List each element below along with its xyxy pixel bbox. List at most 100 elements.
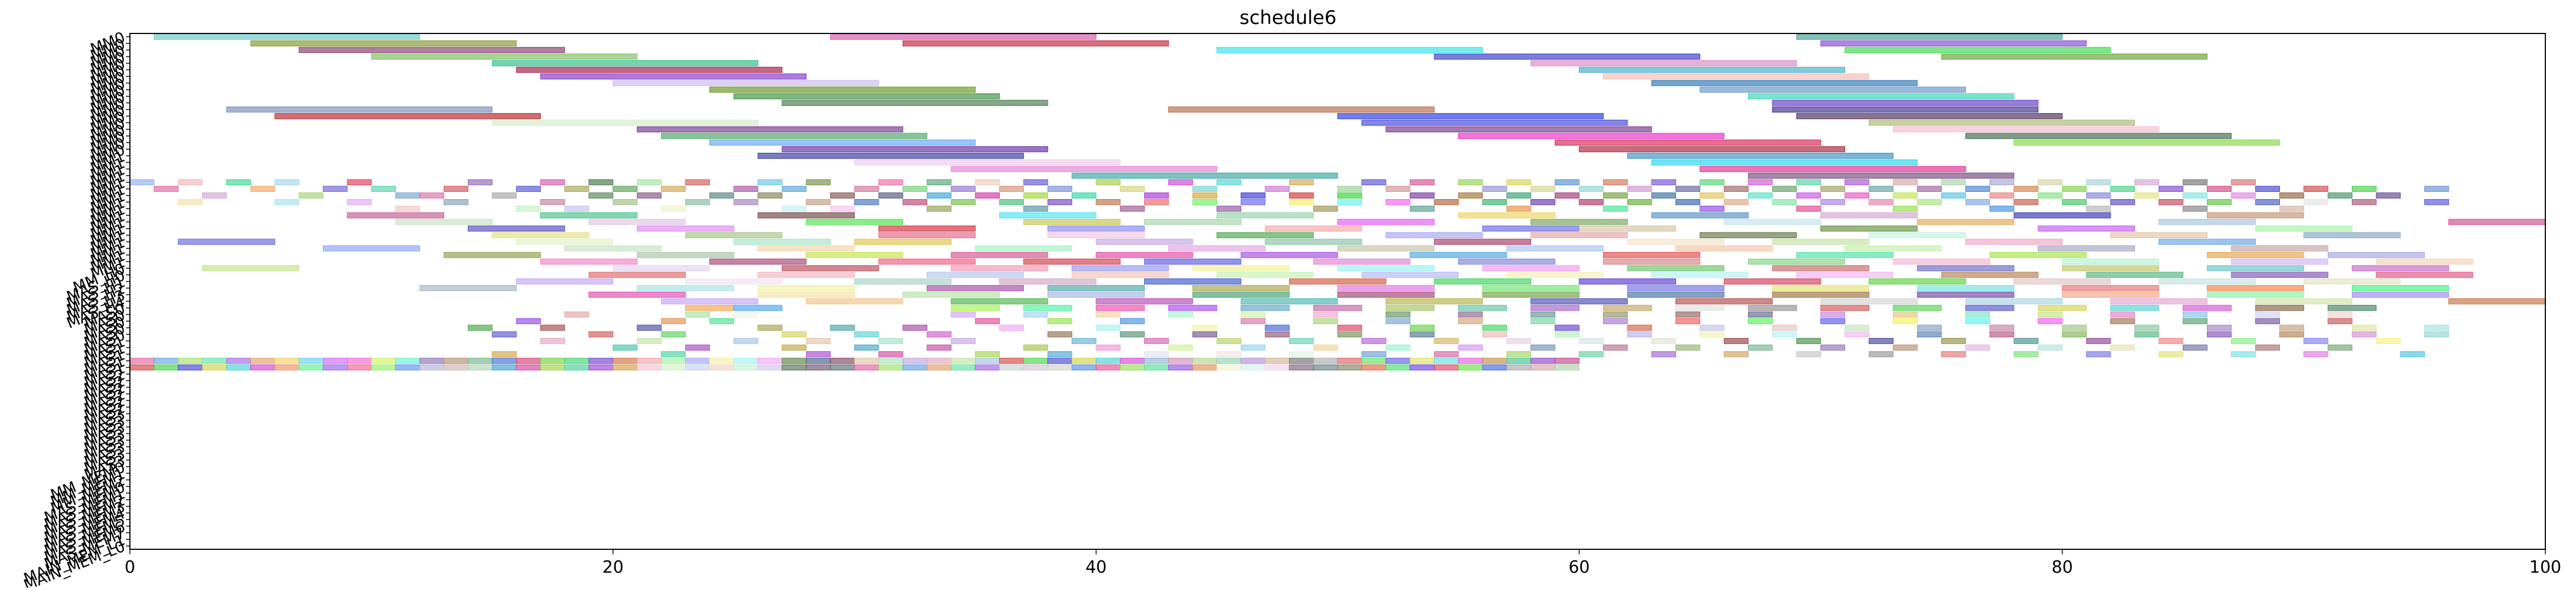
task-bar	[637, 325, 662, 331]
task-bar	[1386, 357, 1411, 364]
task-bar	[1844, 245, 1942, 252]
task-bar	[782, 205, 807, 212]
task-bar	[2279, 331, 2304, 337]
task-bar	[1578, 186, 1604, 192]
task-bar	[1747, 258, 1846, 265]
task-bar	[1386, 304, 1435, 311]
task-bar	[2086, 192, 2111, 199]
task-bar	[1796, 338, 1821, 344]
task-bar	[1047, 285, 1145, 291]
task-bar	[975, 357, 1000, 364]
task-bar	[1071, 192, 1097, 199]
task-bar	[298, 192, 324, 199]
task-bar	[854, 199, 879, 205]
task-bar	[2134, 331, 2159, 337]
task-bar	[492, 119, 758, 126]
task-bar	[1844, 192, 1870, 199]
task-bar	[2231, 192, 2256, 199]
task-bar	[1555, 357, 1580, 364]
task-bar	[685, 364, 710, 371]
task-bar	[1941, 272, 2038, 278]
task-bar	[2279, 192, 2304, 199]
task-bar	[588, 357, 613, 364]
task-bar	[1434, 351, 1459, 357]
task-bar	[395, 357, 420, 364]
task-bar	[999, 357, 1024, 364]
task-bar	[1772, 107, 2038, 113]
task-bar	[1216, 205, 1242, 212]
task-bar	[492, 331, 517, 337]
task-bar	[1361, 351, 1387, 357]
task-bar	[927, 272, 1024, 278]
task-bar	[2158, 186, 2183, 192]
task-bar	[1723, 219, 1821, 225]
task-bar	[1772, 331, 1797, 337]
task-bar	[1965, 199, 1991, 205]
task-bar	[1120, 357, 1145, 364]
task-bar	[661, 133, 928, 139]
task-bar	[1989, 331, 2015, 337]
task-bar	[1192, 364, 1217, 371]
task-bar	[1386, 364, 1411, 371]
task-bar	[806, 357, 831, 364]
task-bar	[419, 285, 517, 291]
task-bar	[1699, 179, 1725, 186]
task-bar	[685, 357, 710, 364]
task-bar	[1096, 298, 1193, 304]
task-bar	[2013, 278, 2111, 285]
task-bar	[1941, 192, 1966, 199]
task-bar	[1675, 199, 1701, 205]
task-bar	[2207, 186, 2232, 192]
task-bar	[806, 179, 831, 186]
task-bar	[1410, 325, 1435, 331]
task-bar	[975, 364, 1000, 371]
task-bar	[1458, 311, 1483, 318]
task-bar	[2376, 272, 2473, 278]
task-bar	[2207, 325, 2232, 331]
task-bar	[1023, 311, 1048, 318]
task-bar	[2037, 304, 2087, 311]
task-bar	[1047, 364, 1072, 371]
task-bar	[1410, 357, 1435, 364]
task-bar	[878, 258, 976, 265]
task-bar	[2110, 199, 2136, 205]
task-bar	[1796, 192, 1821, 199]
task-bar	[1482, 364, 1507, 371]
task-bar	[2255, 304, 2304, 311]
task-bar	[1747, 304, 1797, 311]
task-bar	[709, 318, 734, 325]
task-bar	[2255, 298, 2352, 304]
task-bar	[443, 364, 468, 371]
task-bar	[1820, 311, 1846, 318]
task-bar	[1651, 159, 1918, 166]
task-bar	[1023, 192, 1048, 199]
task-bar	[1506, 272, 1604, 278]
task-bar	[902, 40, 1169, 47]
task-bar	[1578, 338, 1604, 344]
task-bar	[709, 139, 976, 146]
task-bar	[1047, 292, 1145, 298]
task-bar	[2086, 205, 2111, 212]
task-bar	[2303, 338, 2328, 344]
task-bar	[2255, 318, 2280, 325]
task-bar	[1627, 199, 1652, 205]
task-bar	[1313, 344, 1338, 351]
task-bar	[1265, 331, 1290, 337]
task-bar	[1144, 192, 1169, 199]
task-bar	[878, 357, 903, 364]
task-bar	[1047, 186, 1072, 192]
task-bar	[806, 219, 903, 225]
task-bar	[2062, 331, 2087, 337]
task-bar	[1917, 219, 2015, 225]
task-bar	[637, 192, 662, 199]
task-bar	[1941, 54, 2208, 60]
task-bar	[612, 186, 638, 192]
task-bar	[1506, 205, 1532, 212]
task-bar	[467, 357, 493, 364]
task-bar	[2037, 225, 2136, 232]
task-bar	[2158, 199, 2183, 205]
task-bar	[951, 252, 1048, 258]
task-bar	[1192, 265, 1290, 272]
task-bar	[733, 304, 783, 311]
task-bar	[1747, 344, 1773, 351]
